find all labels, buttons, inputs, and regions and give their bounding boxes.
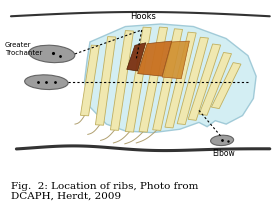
Ellipse shape	[29, 45, 75, 63]
Polygon shape	[177, 37, 208, 125]
Polygon shape	[85, 24, 256, 133]
Text: Fig.  2: Location of ribs, Photo from
DCAPH, Herdt, 2009: Fig. 2: Location of ribs, Photo from DCA…	[11, 182, 198, 201]
Text: Elbow: Elbow	[212, 149, 235, 158]
Ellipse shape	[25, 75, 68, 89]
Polygon shape	[211, 62, 241, 109]
Polygon shape	[110, 31, 133, 130]
Polygon shape	[95, 37, 116, 125]
Polygon shape	[162, 41, 189, 79]
Polygon shape	[199, 52, 232, 115]
Polygon shape	[153, 29, 183, 131]
Polygon shape	[139, 27, 168, 132]
Polygon shape	[165, 32, 196, 128]
Polygon shape	[80, 45, 100, 116]
Polygon shape	[138, 41, 172, 76]
Polygon shape	[125, 27, 151, 132]
Ellipse shape	[210, 135, 234, 146]
Polygon shape	[127, 43, 146, 71]
Text: Greater
Trochanter: Greater Trochanter	[5, 42, 42, 56]
Polygon shape	[188, 44, 221, 120]
Text: Hooks: Hooks	[130, 12, 156, 21]
